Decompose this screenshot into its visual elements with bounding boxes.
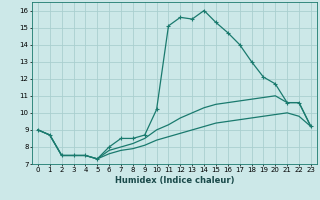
X-axis label: Humidex (Indice chaleur): Humidex (Indice chaleur) (115, 176, 234, 185)
